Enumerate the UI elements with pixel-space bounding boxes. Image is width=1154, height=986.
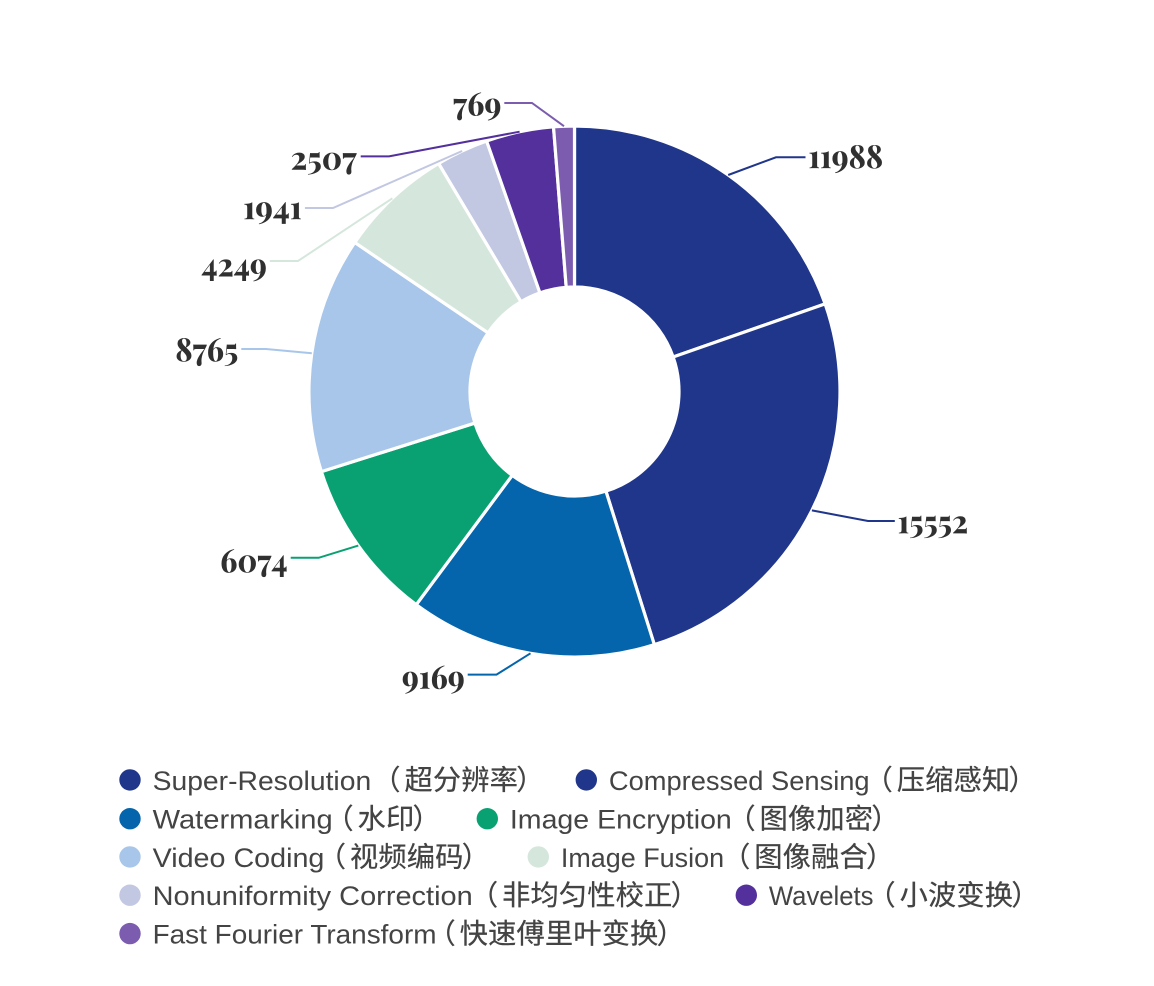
svg-text:Image Fusion: Image Fusion — [561, 843, 724, 873]
svg-text:Compressed Sensing: Compressed Sensing — [609, 766, 870, 796]
svg-text:Nonuniformity Correction: Nonuniformity Correction — [153, 881, 473, 911]
svg-text:Fast Fourier Transform: Fast Fourier Transform — [153, 920, 437, 950]
svg-text:Watermarking: Watermarking — [153, 805, 333, 835]
svg-text:Super-Resolution: Super-Resolution — [153, 766, 372, 796]
svg-text:Wavelets: Wavelets — [769, 881, 874, 911]
svg-text:Video Coding: Video Coding — [153, 843, 325, 873]
svg-text:Image Encryption: Image Encryption — [510, 805, 732, 835]
